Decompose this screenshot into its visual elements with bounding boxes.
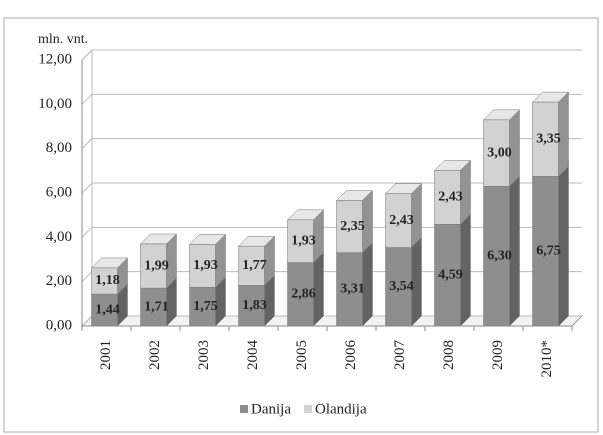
bar: [140, 243, 167, 289]
x-tick-label: 2004: [245, 340, 261, 371]
y-tick-label: 0,00: [46, 317, 72, 333]
grid-line: [81, 138, 582, 150]
value-label: 1,71: [144, 299, 169, 314]
bar: [483, 119, 510, 187]
x-tick-label: 2006: [343, 340, 359, 371]
y-tick-label: 12,00: [38, 51, 72, 67]
x-tick-label: 2001: [98, 340, 114, 370]
x-tick-label: 2005: [294, 340, 310, 370]
bar: [189, 286, 216, 327]
x-tick-label: 2007: [392, 340, 408, 371]
value-label: 3,54: [389, 279, 414, 294]
x-tick-label: 2003: [196, 340, 212, 370]
legend-swatch: [303, 405, 312, 413]
bar: [532, 176, 559, 327]
bar: [336, 200, 363, 253]
x-tick-label: 2009: [490, 340, 506, 370]
value-label: 2,35: [340, 219, 365, 234]
x-tick-label: 2010*: [539, 340, 555, 378]
value-label: 3,00: [487, 145, 512, 160]
bar: [434, 170, 461, 225]
bar: [532, 101, 559, 177]
value-label: 1,99: [144, 258, 169, 273]
bar: [238, 245, 265, 286]
bar: [385, 193, 412, 248]
legend-swatch: [240, 405, 248, 413]
grid-line: [81, 49, 582, 61]
bar: [91, 293, 118, 327]
value-label: 2,43: [389, 213, 414, 228]
value-label: 4,59: [438, 267, 463, 282]
x-tick-label: 2002: [147, 340, 163, 370]
bar: [434, 224, 461, 327]
value-label: 2,43: [438, 190, 463, 205]
value-label: 2,86: [291, 287, 316, 302]
legend-label: Olandija: [315, 401, 367, 417]
value-label: 3,35: [536, 131, 561, 146]
bar: [287, 219, 314, 263]
y-tick-label: 6,00: [46, 184, 72, 200]
bar: [238, 285, 265, 327]
bar: [91, 267, 118, 295]
bar: [483, 186, 510, 327]
y-tick-label: 10,00: [38, 96, 72, 112]
value-label: 1,44: [95, 302, 120, 317]
y-tick-label: 2,00: [46, 273, 72, 289]
value-label: 6,75: [536, 243, 561, 258]
y-tick-label: 8,00: [46, 140, 72, 156]
grid-line: [81, 93, 582, 105]
bar: [140, 287, 167, 327]
legend-label: Danija: [251, 401, 291, 417]
value-label: 1,75: [193, 299, 218, 314]
y-axis-label: mln. vnt.: [38, 32, 88, 47]
value-label: 1,83: [242, 298, 267, 313]
value-label: 6,30: [487, 248, 512, 263]
value-label: 1,93: [291, 233, 316, 248]
x-tick-label: 2008: [441, 340, 457, 370]
value-label: 1,93: [193, 258, 218, 273]
bar: [336, 252, 363, 327]
bar: [189, 244, 216, 288]
bar: [385, 247, 412, 327]
value-label: 1,18: [95, 273, 120, 288]
y-tick-label: 4,00: [46, 229, 72, 245]
grid-line: [81, 182, 582, 194]
value-label: 3,31: [340, 282, 365, 297]
value-label: 1,77: [242, 258, 267, 273]
